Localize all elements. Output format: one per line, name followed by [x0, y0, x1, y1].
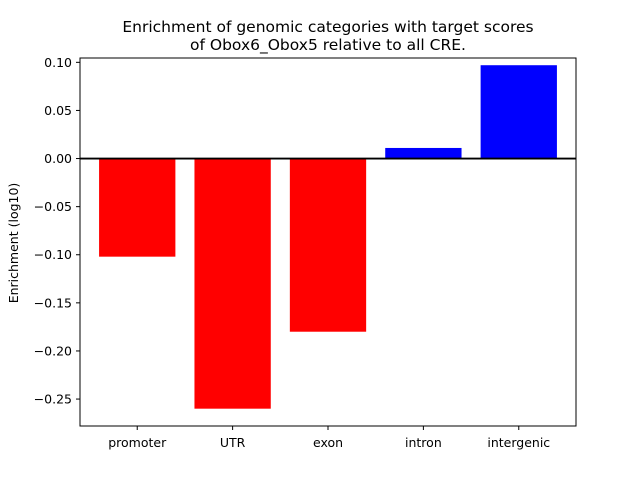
chart-title-line-1: Enrichment of genomic categories with ta…: [122, 18, 533, 36]
x-tick-label-exon: exon: [313, 435, 343, 450]
y-tick-label: −0.25: [34, 392, 72, 407]
bar-exon: [289, 158, 367, 332]
y-tick-label: 0.00: [44, 151, 72, 166]
y-tick-label: 0.10: [44, 55, 72, 70]
bar-promoter: [99, 158, 176, 257]
x-tick-label-intergenic: intergenic: [487, 435, 550, 450]
x-tick-label-UTR: UTR: [220, 435, 246, 450]
y-tick-label: −0.10: [34, 247, 72, 262]
x-tick-label-intron: intron: [405, 435, 442, 450]
y-tick-label: −0.20: [34, 343, 72, 358]
y-tick-label: −0.15: [34, 295, 72, 310]
bar-intergenic: [480, 65, 557, 159]
bar-intron: [385, 147, 462, 159]
y-tick-label: −0.05: [34, 199, 72, 214]
y-tick-label: 0.05: [44, 103, 72, 118]
chart-title-line-2: of Obox6_Obox5 relative to all CRE.: [190, 36, 466, 55]
y-axis-label: Enrichment (log10): [6, 183, 21, 304]
bar-UTR: [194, 158, 271, 409]
x-tick-label-promoter: promoter: [108, 435, 167, 450]
